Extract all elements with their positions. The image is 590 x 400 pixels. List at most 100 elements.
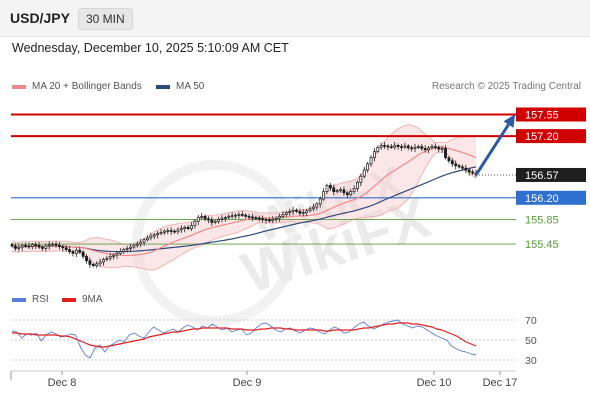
- level-label-3: 155.85: [525, 214, 559, 226]
- x-tick-label-2: Dec 10: [417, 377, 452, 389]
- price-labels: 157.55 157.20 156.20 155.85 155.45 156.57: [516, 107, 586, 251]
- candle: [254, 217, 258, 219]
- candle: [308, 208, 312, 212]
- candle: [268, 219, 271, 222]
- rsi-tick-2: 30: [525, 355, 537, 367]
- candle: [467, 169, 471, 173]
- candle: [305, 210, 309, 213]
- ma20-line: [11, 146, 477, 257]
- candle: [190, 225, 193, 229]
- candle: [372, 151, 376, 159]
- candle: [396, 145, 400, 147]
- level-label-1: 157.20: [525, 131, 559, 143]
- candle: [454, 163, 458, 167]
- legend-ma20-label: MA 20 + Bollinger Bands: [32, 81, 142, 92]
- rsi-tick-0: 70: [525, 315, 537, 327]
- candle: [68, 249, 71, 252]
- candle: [366, 163, 370, 171]
- x-tick-label-1: Dec 9: [233, 377, 262, 389]
- candle: [186, 227, 190, 229]
- candle: [322, 191, 325, 200]
- candle: [386, 145, 390, 148]
- candle: [98, 261, 102, 265]
- candle: [461, 166, 464, 169]
- candle: [125, 248, 129, 250]
- candle: [274, 217, 278, 220]
- rsi-series-0: [11, 319, 477, 359]
- candle: [146, 237, 149, 241]
- candle: [332, 187, 336, 192]
- candle: [91, 264, 95, 267]
- rsi-grid: 70 50 30: [11, 315, 537, 367]
- candle: [295, 209, 298, 212]
- candle: [81, 251, 85, 257]
- candle: [44, 245, 48, 249]
- candle: [420, 146, 424, 149]
- candle: [342, 189, 346, 194]
- candle: [179, 228, 183, 231]
- candle: [335, 190, 339, 192]
- legend-rsi-label: RSI: [32, 294, 49, 305]
- candle: [210, 219, 214, 223]
- candle: [27, 245, 31, 248]
- candle: [427, 147, 430, 151]
- candle: [325, 185, 329, 192]
- candle: [156, 233, 160, 236]
- forecast-arrow-shaft: [474, 123, 510, 176]
- candle: [78, 249, 82, 253]
- candle: [102, 259, 105, 263]
- ma9-swatch: [62, 297, 76, 302]
- timeframe-button[interactable]: 30 MIN: [78, 8, 133, 30]
- candle: [61, 246, 65, 249]
- candle: [223, 217, 227, 219]
- candle: [10, 244, 14, 247]
- candle: [71, 251, 75, 254]
- candle: [183, 227, 187, 229]
- last-price-label: 156.57: [525, 170, 559, 182]
- candle: [64, 247, 68, 250]
- candle: [288, 211, 292, 213]
- candle: [257, 217, 261, 220]
- candle: [251, 216, 254, 219]
- candle: [54, 243, 58, 246]
- candle: [400, 146, 403, 148]
- candle: [207, 218, 210, 221]
- candle: [356, 182, 359, 189]
- candle: [430, 146, 434, 149]
- candles: [10, 142, 478, 269]
- candle: [271, 219, 275, 221]
- x-axis: Dec 8 Dec 9 Dec 10 Dec 17: [10, 370, 517, 389]
- candle: [440, 148, 444, 150]
- candle: [220, 217, 224, 220]
- rsi-tick-1: 50: [525, 335, 537, 347]
- legend-ma50-label: MA 50: [176, 81, 205, 92]
- rsi-swatch: [12, 297, 26, 302]
- candle: [471, 171, 475, 174]
- candle: [369, 157, 373, 165]
- candle: [281, 214, 285, 217]
- candle: [34, 244, 38, 247]
- candle: [85, 256, 88, 262]
- candle: [132, 244, 136, 248]
- candle: [413, 146, 417, 149]
- candle: [122, 249, 126, 252]
- candle: [389, 146, 393, 148]
- legend-9ma: 9MA: [62, 294, 103, 305]
- candle: [376, 146, 380, 152]
- candle: [88, 260, 92, 265]
- candle: [339, 189, 342, 192]
- ma50-swatch: [156, 84, 170, 89]
- ma20-path: [11, 146, 477, 257]
- legend-ma50: MA 50: [156, 81, 204, 92]
- candle: [328, 185, 332, 189]
- level-label-4: 155.45: [525, 239, 559, 251]
- candle: [244, 214, 248, 217]
- last-price-tag: [516, 167, 586, 182]
- candle: [298, 211, 302, 214]
- candle: [362, 169, 366, 177]
- candle: [196, 217, 200, 222]
- candle: [359, 175, 363, 183]
- candle: [74, 249, 78, 254]
- candle: [345, 192, 349, 196]
- candle: [383, 145, 386, 147]
